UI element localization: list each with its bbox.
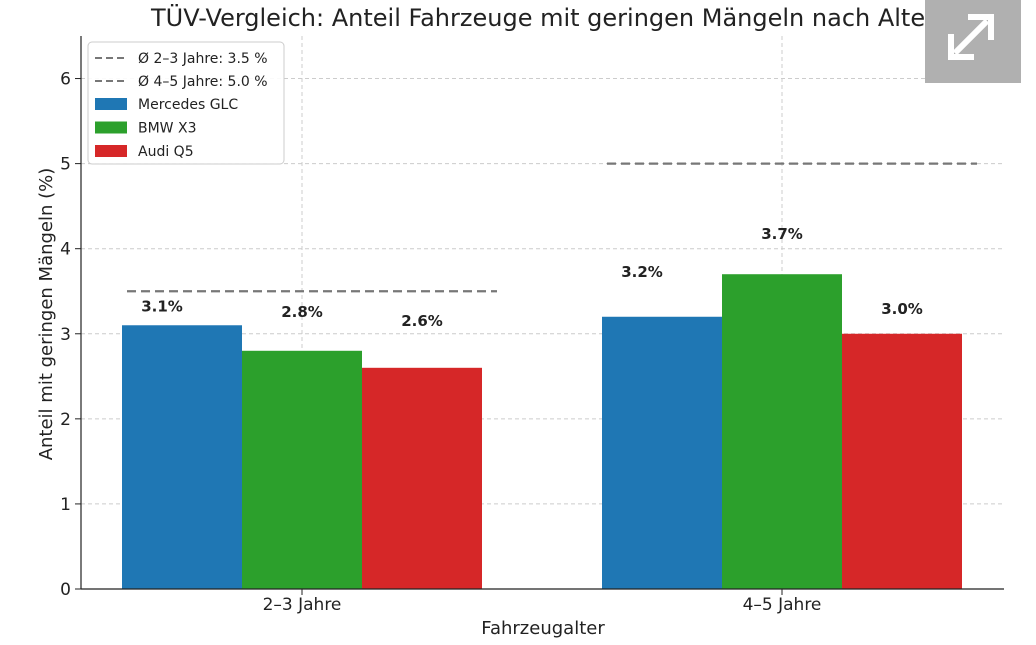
legend-box [87,41,285,165]
legend-swatch-bar [95,121,127,134]
data-label: 3.1% [141,297,183,315]
y-tick-label: 4 [60,240,71,260]
legend-entry: Mercedes GLC [138,97,238,113]
bar-audi-q5-0 [362,367,482,589]
bar-bmw-x3-1 [722,274,842,589]
bar-mercedes-glc-1 [602,316,722,589]
bar-mercedes-glc-0 [122,325,242,589]
x-axis-label: Fahrzeugalter [481,618,605,639]
legend-entry: BMW X3 [138,121,196,137]
y-tick-label: 5 [60,155,71,175]
y-tick-label: 6 [60,70,71,90]
axes: 0 1 2 3 4 5 6 2–3 Jahre 4–5 Jahre [60,36,1004,615]
reference-lines [127,162,977,293]
legend: Ø 2–3 Jahre: 3.5 % Ø 4–5 Jahre: 5.0 % Merc… [87,41,285,165]
data-label: 3.7% [761,225,803,243]
bar-bmw-x3-0 [242,350,362,589]
legend-entry: Audi Q5 [138,144,194,160]
data-label: 2.6% [401,312,443,330]
legend-swatch-bar [95,98,127,110]
data-label: 3.0% [881,300,923,318]
y-tick-label: 2 [60,410,71,430]
expand-arrows-icon [948,14,994,60]
data-label: 3.2% [621,263,663,281]
x-tick-label: 2–3 Jahre [263,595,342,615]
y-tick-label: 0 [60,580,71,600]
data-labels: 3.1% 3.2% 2.8% 3.7% 2.6% 3.0% [141,225,923,330]
x-tick-label: 4–5 Jahre [743,595,822,615]
y-axis-label: Anteil mit geringen Mängeln (%) [36,168,57,461]
y-tick-label: 1 [60,495,71,515]
chart-title: TÜV-Vergleich: Anteil Fahrzeuge mit geri… [150,3,935,32]
legend-entry: Ø 2–3 Jahre: 3.5 % [138,51,268,67]
legend-swatch-bar [95,145,127,157]
legend-entry: Ø 4–5 Jahre: 5.0 % [138,74,268,90]
expand-button[interactable] [925,0,1021,83]
y-tick-label: 3 [60,325,71,345]
data-label: 2.8% [281,303,323,321]
bar-audi-q5-1 [842,333,962,589]
bars [122,274,962,589]
